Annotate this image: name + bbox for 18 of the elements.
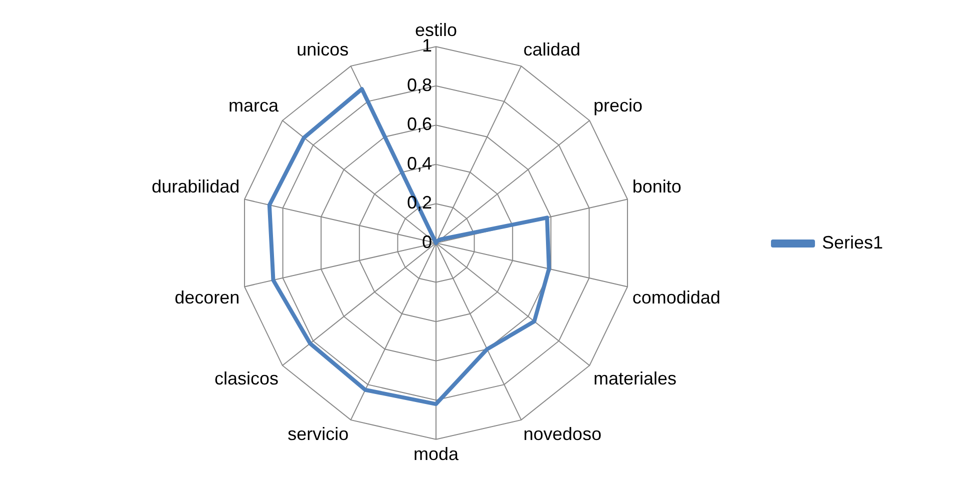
spoke-label: durabilidad: [152, 176, 240, 196]
legend-label: Series1: [822, 232, 883, 252]
y-tick-label: 0,6: [406, 114, 432, 134]
y-tick-label: 0: [422, 232, 432, 252]
spoke-label: servicio: [288, 424, 349, 444]
y-tick-label: 0,8: [406, 74, 432, 95]
spoke-label: moda: [413, 444, 460, 464]
spoke-label: calidad: [523, 40, 580, 60]
spoke-label: precio: [593, 96, 642, 116]
spoke-label: bonito: [632, 176, 682, 196]
y-tick-label: 0,4: [406, 153, 432, 174]
spoke-label: materiales: [593, 368, 676, 388]
spoke-label: decoren: [174, 288, 240, 308]
spoke-label: novedoso: [523, 424, 602, 444]
spoke-label: clasicos: [214, 368, 279, 388]
spoke-label: comodidad: [632, 288, 720, 308]
spoke-label: unicos: [296, 40, 349, 60]
spoke-label: marca: [228, 96, 280, 116]
